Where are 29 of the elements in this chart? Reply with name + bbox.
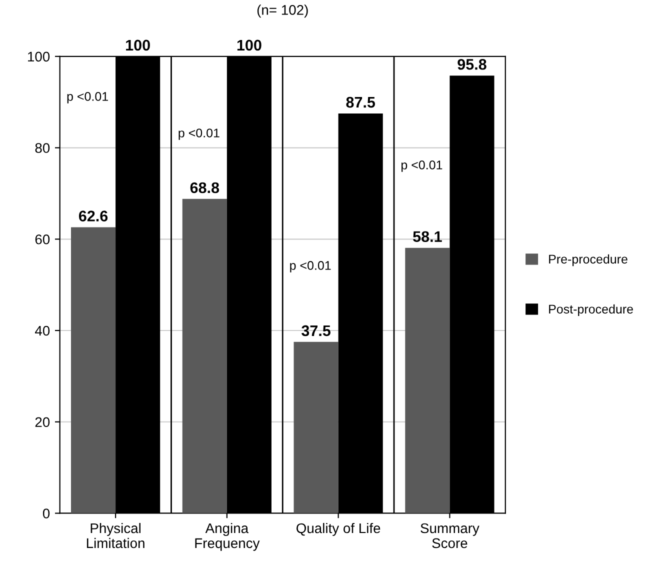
data-label: 100: [237, 40, 262, 51]
x-tick-label: Quality of Life: [296, 522, 380, 536]
annotation: p <0.01: [67, 92, 108, 104]
x-tick-label: Angina Frequency: [195, 522, 260, 551]
chart-title: (n= 102): [257, 4, 308, 18]
data-label: 95.8: [458, 58, 486, 70]
data-label: 100: [126, 40, 150, 51]
bar: [405, 248, 450, 514]
y-tick-label: 80: [35, 143, 50, 153]
data-label: 37.5: [302, 325, 330, 336]
legend-label: Pre-procedure: [549, 254, 628, 266]
y-tick-label: 60: [35, 234, 50, 244]
data-label: 62.6: [78, 210, 108, 222]
x-tick-label: Physical Limitation: [86, 522, 144, 548]
y-tick-label: 0: [42, 508, 50, 518]
y-tick-label: 40: [35, 326, 50, 336]
annotation: p <0.01: [178, 128, 220, 140]
bar: [182, 198, 227, 514]
x-tick-label: Summary Score: [420, 523, 480, 548]
y-tick-label: 20: [35, 417, 50, 428]
data-label: 87.5: [346, 96, 376, 108]
legend-label: Post-procedure: [549, 304, 633, 316]
bar: [294, 342, 338, 514]
annotation: p <0.01: [402, 160, 442, 172]
data-label: 68.8: [190, 182, 220, 194]
y-tick-label: 100: [28, 52, 50, 62]
annotation: p <0.01: [290, 261, 331, 272]
bar: [70, 227, 116, 514]
data-label: 58.1: [413, 231, 442, 242]
